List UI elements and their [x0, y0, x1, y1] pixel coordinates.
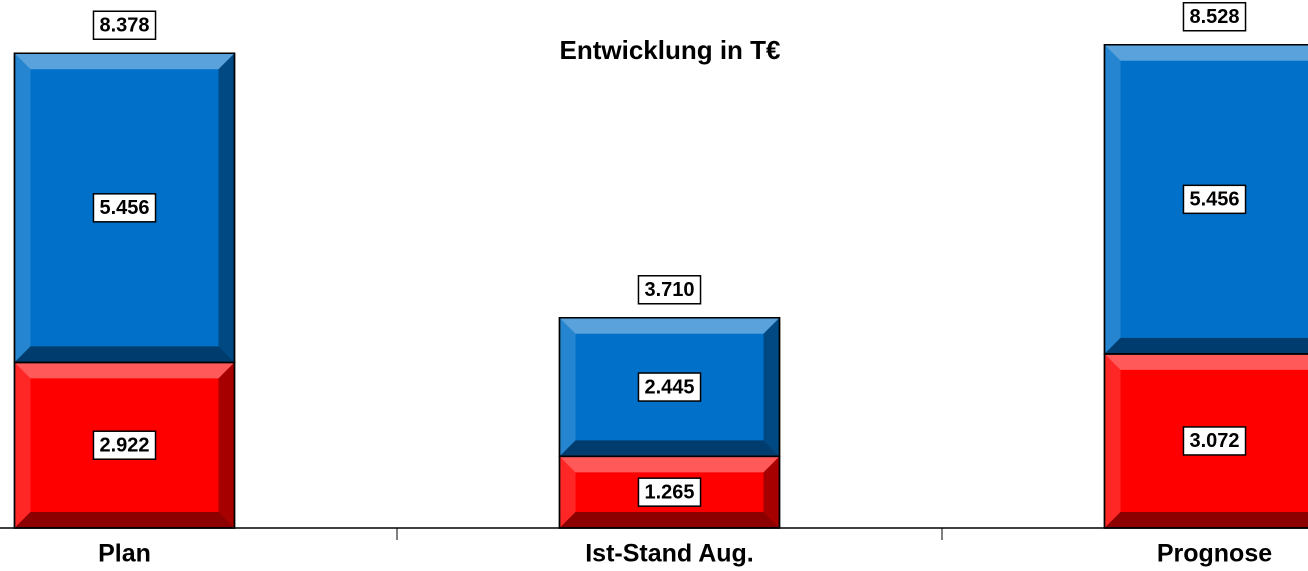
bar-bevel — [559, 456, 780, 473]
value-label: 8.528 — [1189, 6, 1239, 28]
bar-bevel — [14, 362, 235, 379]
bar-bevel — [763, 456, 780, 528]
value-label-box — [1182, 426, 1247, 456]
bar-bevel — [559, 317, 780, 334]
bar-bevel — [559, 512, 780, 528]
bar-bevel — [559, 317, 576, 457]
bar-bevel — [1104, 353, 1121, 528]
bar-outline — [558, 317, 781, 458]
x-tick-label: Ist-Stand Aug. — [585, 540, 754, 568]
value-label-box — [92, 430, 157, 460]
bar-bevel — [1104, 512, 1308, 528]
value-label: 2.445 — [644, 376, 694, 398]
bar-bevel — [14, 346, 235, 363]
value-label: 5.456 — [99, 197, 149, 219]
bar-bevel — [218, 362, 235, 528]
value-label-box — [1182, 184, 1247, 215]
bar-bevel — [14, 362, 31, 528]
value-label-box — [1182, 1, 1247, 32]
bar-bevel — [218, 53, 235, 363]
bar-bevel — [1104, 44, 1308, 61]
bar-bevel — [1104, 44, 1121, 354]
bar-bevel — [14, 53, 31, 363]
value-label: 8.378 — [99, 15, 149, 37]
bar-bevel — [1104, 337, 1308, 354]
value-label: 5.456 — [1189, 189, 1239, 211]
bar-bevel — [559, 456, 576, 528]
value-label-box — [637, 477, 702, 507]
bar-bevel — [559, 440, 780, 457]
value-label: 3.710 — [644, 279, 694, 301]
bar-outline — [1103, 43, 1308, 355]
x-tick-label: Prognose — [1157, 540, 1272, 568]
chart-title: Entwicklung in T€ — [559, 35, 780, 65]
value-label-box — [637, 372, 702, 402]
value-label: 1.265 — [644, 481, 694, 503]
bar-bevel — [14, 53, 235, 70]
value-label-box — [92, 10, 157, 40]
value-label: 3.072 — [1189, 430, 1239, 452]
value-label-box — [637, 275, 702, 305]
bar-bevel — [763, 317, 780, 457]
bar-outline — [13, 52, 236, 364]
bar-bevel — [14, 512, 235, 528]
value-label-box — [92, 193, 157, 223]
value-label: 2.922 — [99, 434, 149, 456]
x-tick-label: Plan — [98, 540, 151, 568]
bar-bevel — [1104, 353, 1308, 370]
